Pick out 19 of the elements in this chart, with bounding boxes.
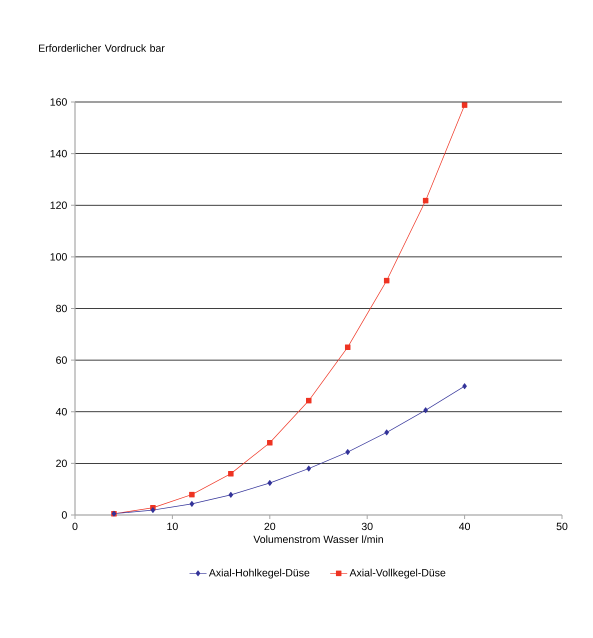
y-tick-label: 140 xyxy=(50,150,67,158)
x-tick-label: 10 xyxy=(167,522,178,530)
y-tick-label: 20 xyxy=(56,460,67,468)
legend-label: Axial-Hohlkegel-Düse xyxy=(208,568,310,579)
x-tick-label: 30 xyxy=(362,522,373,530)
x-axis-title: Volumenstrom Wasser l/min xyxy=(253,535,383,544)
y-tick-label: 80 xyxy=(56,304,67,312)
legend-label: Axial-Vollkegel-Düse xyxy=(350,568,446,579)
x-tick-label: 50 xyxy=(556,522,568,530)
y-tick-label: 0 xyxy=(62,511,67,519)
y-tick-label: 60 xyxy=(56,356,67,364)
x-tick-label: 0 xyxy=(72,522,78,530)
y-tick-label: 120 xyxy=(50,202,67,209)
x-tick-label: 20 xyxy=(264,522,276,530)
x-tick-label: 40 xyxy=(458,522,470,530)
y-tick-label: 100 xyxy=(50,253,67,261)
y-tick-label: 160 xyxy=(50,98,67,106)
y-tick-label: 40 xyxy=(56,408,67,416)
y-axis-title: Erforderlicher Vordruck bar xyxy=(39,44,165,52)
